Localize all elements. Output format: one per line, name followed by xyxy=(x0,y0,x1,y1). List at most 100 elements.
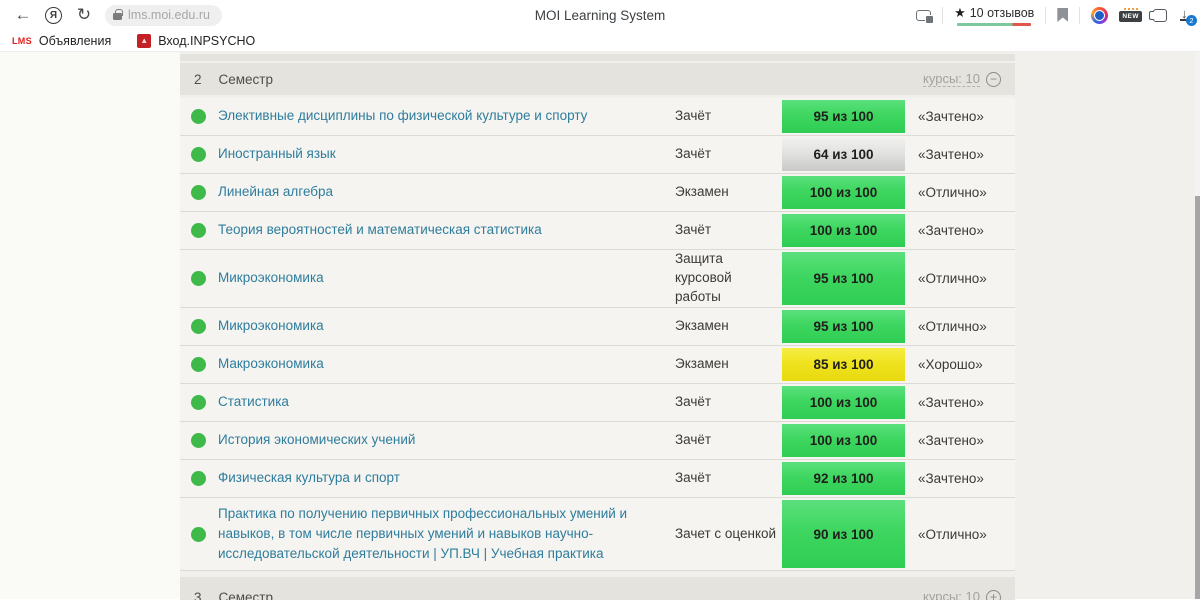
table-row: Элективные дисциплины по физической куль… xyxy=(180,98,1015,136)
status-dot-icon xyxy=(191,223,206,238)
exam-type: Экзамен xyxy=(675,317,729,333)
course-link[interactable]: Физическая культура и спорт xyxy=(218,470,400,486)
score-box: 100 из 100 xyxy=(782,176,905,209)
status-dot-icon xyxy=(191,432,206,448)
semester-3-header: 3 Семестр курсы: 10 + xyxy=(180,577,1015,600)
table-row: Физическая культура и спорт Зачёт 92 из … xyxy=(180,459,1015,498)
exam-type: Зачёт xyxy=(675,469,712,485)
course-link[interactable]: Микроэкономика xyxy=(218,318,324,334)
bookmark-inpsycho[interactable]: ▲ Вход.INPSYCHO xyxy=(137,33,255,48)
collections-icon[interactable] xyxy=(1149,8,1167,22)
bookmark-announcements[interactable]: LMS Объявления xyxy=(12,33,112,48)
status-dot-icon xyxy=(191,394,206,410)
bookmarks-bar: LMS Объявления ▲ Вход.INPSYCHO xyxy=(0,30,1200,52)
exam-type: Защита курсовой работы xyxy=(675,251,732,304)
collapse-icon[interactable]: − xyxy=(986,71,1001,87)
grade-text: «Отлично» xyxy=(918,185,987,200)
score-box: 100 из 100 xyxy=(782,385,905,419)
divider xyxy=(942,6,944,24)
table-row: Теория вероятностей и математическая ста… xyxy=(180,212,1015,250)
status-dot-icon xyxy=(191,270,206,286)
address-bar[interactable]: lms.moi.edu.ru xyxy=(105,4,222,26)
course-link[interactable]: Линейная алгебра xyxy=(218,184,334,200)
toolbar-right-icons: ★ 10 отзывов NEW ↓ 2 xyxy=(916,0,1197,30)
scrollbar-thumb[interactable] xyxy=(1195,196,1200,599)
status-dot-icon xyxy=(191,470,206,486)
semester-2-header: 2 Семестр курсы: 10 − xyxy=(180,63,1015,95)
semester-number: 3 xyxy=(194,589,202,600)
status-dot-icon xyxy=(191,356,206,372)
grades-panel: 2 Семестр курсы: 10 − Элективные дисципл… xyxy=(180,52,1015,600)
score-box: 92 из 100 xyxy=(782,461,905,495)
semester-title: Семестр xyxy=(218,589,274,600)
extension-icon[interactable] xyxy=(1091,6,1109,24)
new-badge-dots xyxy=(1123,8,1138,10)
grade-text: «Отлично» xyxy=(918,526,987,542)
score-box: 100 из 100 xyxy=(782,214,905,247)
exam-type: Зачёт xyxy=(675,222,712,238)
bookmark-flag-icon[interactable] xyxy=(1057,8,1069,22)
reviews-count: 10 отзывов xyxy=(969,5,1035,20)
course-table: Элективные дисциплины по физической куль… xyxy=(180,98,1015,572)
downloads-icon[interactable]: ↓ 2 xyxy=(1178,6,1197,26)
exam-type: Зачёт xyxy=(675,431,712,447)
downloads-count-badge: 2 xyxy=(1186,15,1197,26)
courses-count-link[interactable]: курсы: 10 xyxy=(923,589,980,600)
course-link[interactable]: Теория вероятностей и математическая ста… xyxy=(218,222,542,238)
exam-type: Экзамен xyxy=(675,355,729,371)
reviews-widget[interactable]: ★ 10 отзывов xyxy=(954,5,1034,26)
exam-type: Зачёт xyxy=(675,146,712,162)
grade-text: «Зачтено» xyxy=(918,394,984,410)
scrollbar-track[interactable] xyxy=(1195,52,1200,599)
grade-text: «Зачтено» xyxy=(918,223,984,238)
lock-icon xyxy=(113,9,123,20)
table-row: История экономических учений Зачёт 100 и… xyxy=(180,421,1015,460)
score-box: 100 из 100 xyxy=(782,423,905,457)
semester-number: 2 xyxy=(194,71,202,87)
status-dot-icon xyxy=(191,109,206,124)
courses-count-link[interactable]: курсы: 10 xyxy=(923,71,980,87)
grade-text: «Зачтено» xyxy=(918,147,984,162)
table-row: Микроэкономика Защита курсовой работы 95… xyxy=(180,250,1015,308)
reviews-rating-bar xyxy=(957,22,1032,26)
course-link[interactable]: Элективные дисциплины по физической куль… xyxy=(218,108,588,124)
course-link[interactable]: Макроэкономика xyxy=(218,356,324,372)
expand-icon[interactable]: + xyxy=(986,589,1001,600)
browser-toolbar: ← Я ↻ lms.moi.edu.ru MOI Learning System… xyxy=(0,0,1200,30)
grade-text: «Отлично» xyxy=(918,270,987,286)
lms-favicon: LMS xyxy=(12,35,32,46)
status-dot-icon xyxy=(191,185,206,200)
yandex-browser-icon[interactable]: Я xyxy=(45,6,62,24)
exam-type: Зачет с оценкой xyxy=(675,525,777,541)
grade-text: «Зачтено» xyxy=(918,470,984,486)
table-row: Практика по получению первичных професси… xyxy=(180,497,1015,572)
table-row: Макроэкономика Экзамен 85 из 100 «Хорошо… xyxy=(180,345,1015,384)
table-row: Статистика Зачёт 100 из 100 «Зачтено» xyxy=(180,383,1015,422)
grade-text: «Хорошо» xyxy=(918,356,983,372)
course-link[interactable]: Микроэкономика xyxy=(218,270,324,286)
score-box: 64 из 100 xyxy=(782,138,905,171)
score-box: 95 из 100 xyxy=(782,309,905,343)
inpsycho-favicon: ▲ xyxy=(137,33,152,48)
course-link[interactable]: Практика по получению первичных професси… xyxy=(218,505,628,562)
chat-protect-icon[interactable] xyxy=(916,9,935,24)
previous-section-edge xyxy=(180,54,1015,61)
course-link[interactable]: История экономических учений xyxy=(218,432,416,448)
score-box: 95 из 100 xyxy=(782,252,905,305)
course-link[interactable]: Иностранный язык xyxy=(218,146,336,162)
score-box: 90 из 100 xyxy=(782,499,905,569)
table-row: Иностранный язык Зачёт 64 из 100 «Зачтен… xyxy=(180,136,1015,174)
new-badge-icon[interactable]: NEW xyxy=(1119,8,1142,22)
divider xyxy=(1079,6,1081,24)
url-text[interactable]: lms.moi.edu.ru xyxy=(128,8,210,22)
grade-text: «Отлично» xyxy=(918,318,987,334)
score-box: 85 из 100 xyxy=(782,347,905,381)
page-body: 2 Семестр курсы: 10 − Элективные дисципл… xyxy=(0,52,1200,600)
semester-title: Семестр xyxy=(218,71,274,87)
course-link[interactable]: Статистика xyxy=(218,394,289,410)
refresh-icon[interactable]: ↻ xyxy=(76,5,92,24)
back-icon[interactable]: ← xyxy=(14,5,32,24)
table-row: Микроэкономика Экзамен 95 из 100 «Отличн… xyxy=(180,307,1015,346)
grade-text: «Зачтено» xyxy=(918,109,984,124)
exam-type: Зачёт xyxy=(675,393,712,409)
